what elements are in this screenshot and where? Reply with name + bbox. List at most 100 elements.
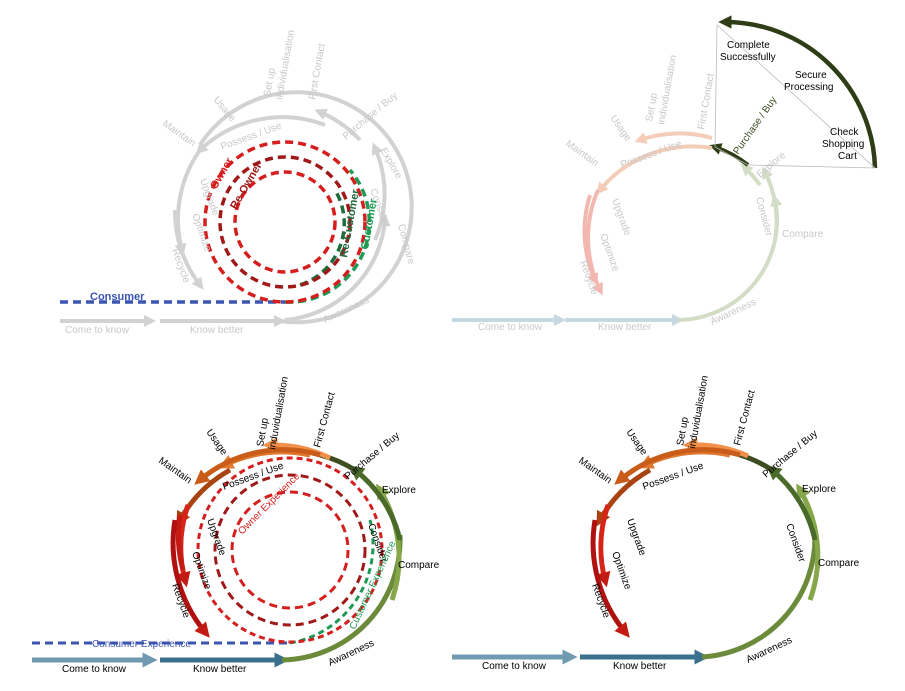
inner-dashed-circle	[233, 170, 337, 274]
label-come-to-know: Come to know	[65, 325, 130, 336]
possess-arc	[596, 144, 713, 195]
customer-experience-dashed	[289, 519, 375, 645]
label-possess-use: Possess / Use	[641, 460, 705, 492]
re-owner-dashed-circle	[218, 155, 352, 289]
label-set-up: Set up	[675, 416, 691, 447]
label-come-to-know: Come to know	[482, 661, 547, 672]
label-consumer: Consumer	[90, 291, 145, 303]
compare-arc	[796, 483, 821, 601]
label-compare: Compare	[398, 560, 440, 571]
label-maintain: Maintain	[160, 118, 197, 149]
label-individualisation: induvidualisation	[687, 375, 711, 450]
label-optimize: Optimize	[609, 550, 633, 591]
label-know-better: Know better	[190, 325, 244, 336]
label-compare: Compare	[782, 229, 824, 240]
first-contact-arc	[634, 131, 713, 144]
upgrade-arc	[595, 504, 611, 588]
label-upgrade: Upgrade	[609, 197, 633, 237]
label-individualisation: induvidualisation	[267, 376, 291, 451]
label-maintain: Maintain	[576, 455, 613, 486]
label-purchase-buy: Purchase / Buy	[343, 430, 402, 482]
awareness-arc	[284, 214, 391, 322]
upgrade-arc	[175, 504, 191, 588]
label-first-contact: First Contact	[307, 43, 328, 101]
owner-experience-circle	[196, 456, 384, 644]
re-customer-dashed-arc	[299, 189, 346, 287]
explore-arc	[740, 163, 762, 187]
label-recycle: Recycle	[169, 582, 192, 620]
consider-arc	[766, 465, 818, 541]
label-know-better: Know better	[193, 664, 247, 675]
consider-arc	[349, 465, 403, 541]
label-owner: Owner	[208, 155, 236, 191]
optimize-arc	[175, 514, 186, 571]
label-upgrade: Upgrade	[624, 517, 648, 557]
label-maintain: Maintain	[563, 138, 600, 169]
purchase-arc	[314, 108, 362, 142]
first-contact-arc	[262, 437, 332, 461]
label-first-contact: First Contact	[312, 391, 337, 449]
recycle-arc	[172, 209, 204, 290]
label-individualisation: individualisation	[274, 29, 297, 100]
optimize-arc	[582, 194, 599, 286]
label-recycle: Recycle	[589, 582, 612, 620]
label-purchase-buy: Purchase / Buy	[731, 95, 779, 157]
label-usage: Usage	[204, 427, 230, 457]
possess-arc	[195, 115, 326, 155]
label-purchase-buy: Purchase / Buy	[341, 90, 400, 142]
label-possess-use: Possess / Use	[619, 138, 683, 170]
label-optimize: Optimize	[597, 232, 621, 273]
label-consumer-experience: Consumer Experience	[92, 639, 191, 650]
customer-dashed-arc	[284, 168, 372, 304]
label-usage: Usage	[608, 113, 634, 143]
label-secure: Secure	[795, 70, 827, 81]
explore-arc	[371, 142, 387, 241]
label-explore: Explore	[382, 485, 416, 496]
purchase-detail-callout	[714, 24, 877, 169]
label-consider: Consider	[783, 522, 807, 564]
recycle-arc	[170, 519, 210, 638]
label-upgrade: Upgrade	[204, 517, 228, 557]
label-processing: Processing	[784, 82, 833, 93]
possess-use-arc	[614, 447, 741, 485]
panel-top-right: Come to know Know better Awareness Compa…	[452, 15, 878, 333]
label-complete: Complete	[727, 40, 770, 51]
panel-bottom-left: Come to know Know better Awareness Compa…	[32, 376, 440, 675]
label-optimize: Optimize	[189, 550, 213, 591]
label-check: Check	[830, 127, 859, 138]
label-cart: Cart	[838, 151, 857, 162]
owner-dashed-circle	[203, 140, 367, 304]
label-know-better: Know better	[598, 322, 652, 333]
label-set-up: Set up	[255, 417, 271, 448]
label-come-to-know: Come to know	[62, 664, 127, 675]
journey-loop	[198, 90, 414, 325]
label-know-better: Know better	[613, 661, 667, 672]
label-explore: Explore	[802, 484, 836, 495]
label-compare: Compare	[818, 558, 860, 569]
label-first-contact: First Contact	[732, 389, 757, 447]
label-awareness: Awareness	[322, 295, 371, 326]
label-purchase-buy: Purchase / Buy	[761, 428, 820, 480]
label-maintain: Maintain	[156, 455, 193, 486]
possess-use-arc	[194, 447, 321, 485]
label-come-to-know: Come to know	[478, 322, 543, 333]
label-first-contact: First Contact	[696, 73, 717, 131]
panel-top-left: Come to know Know better Awareness Compa…	[60, 29, 416, 336]
re-owner-circle	[213, 473, 367, 627]
inner-owner-circle	[230, 490, 350, 610]
label-awareness: Awareness	[327, 638, 376, 669]
label-usage: Usage	[624, 427, 650, 457]
label-awareness: Awareness	[745, 635, 794, 666]
purchase-detail-arc	[718, 15, 878, 169]
label-consider: Consider	[753, 196, 774, 238]
panel-bottom-right: Come to know Know better Awareness Compa…	[452, 375, 860, 672]
label-set-up: Set up	[644, 92, 660, 123]
awareness-arc	[701, 534, 818, 660]
label-shopping: Shopping	[822, 139, 864, 150]
label-set-up: Set up	[262, 67, 278, 98]
recycle-arc	[590, 519, 630, 638]
label-optimize: Optimize	[189, 212, 213, 253]
compare-arc	[762, 166, 779, 241]
